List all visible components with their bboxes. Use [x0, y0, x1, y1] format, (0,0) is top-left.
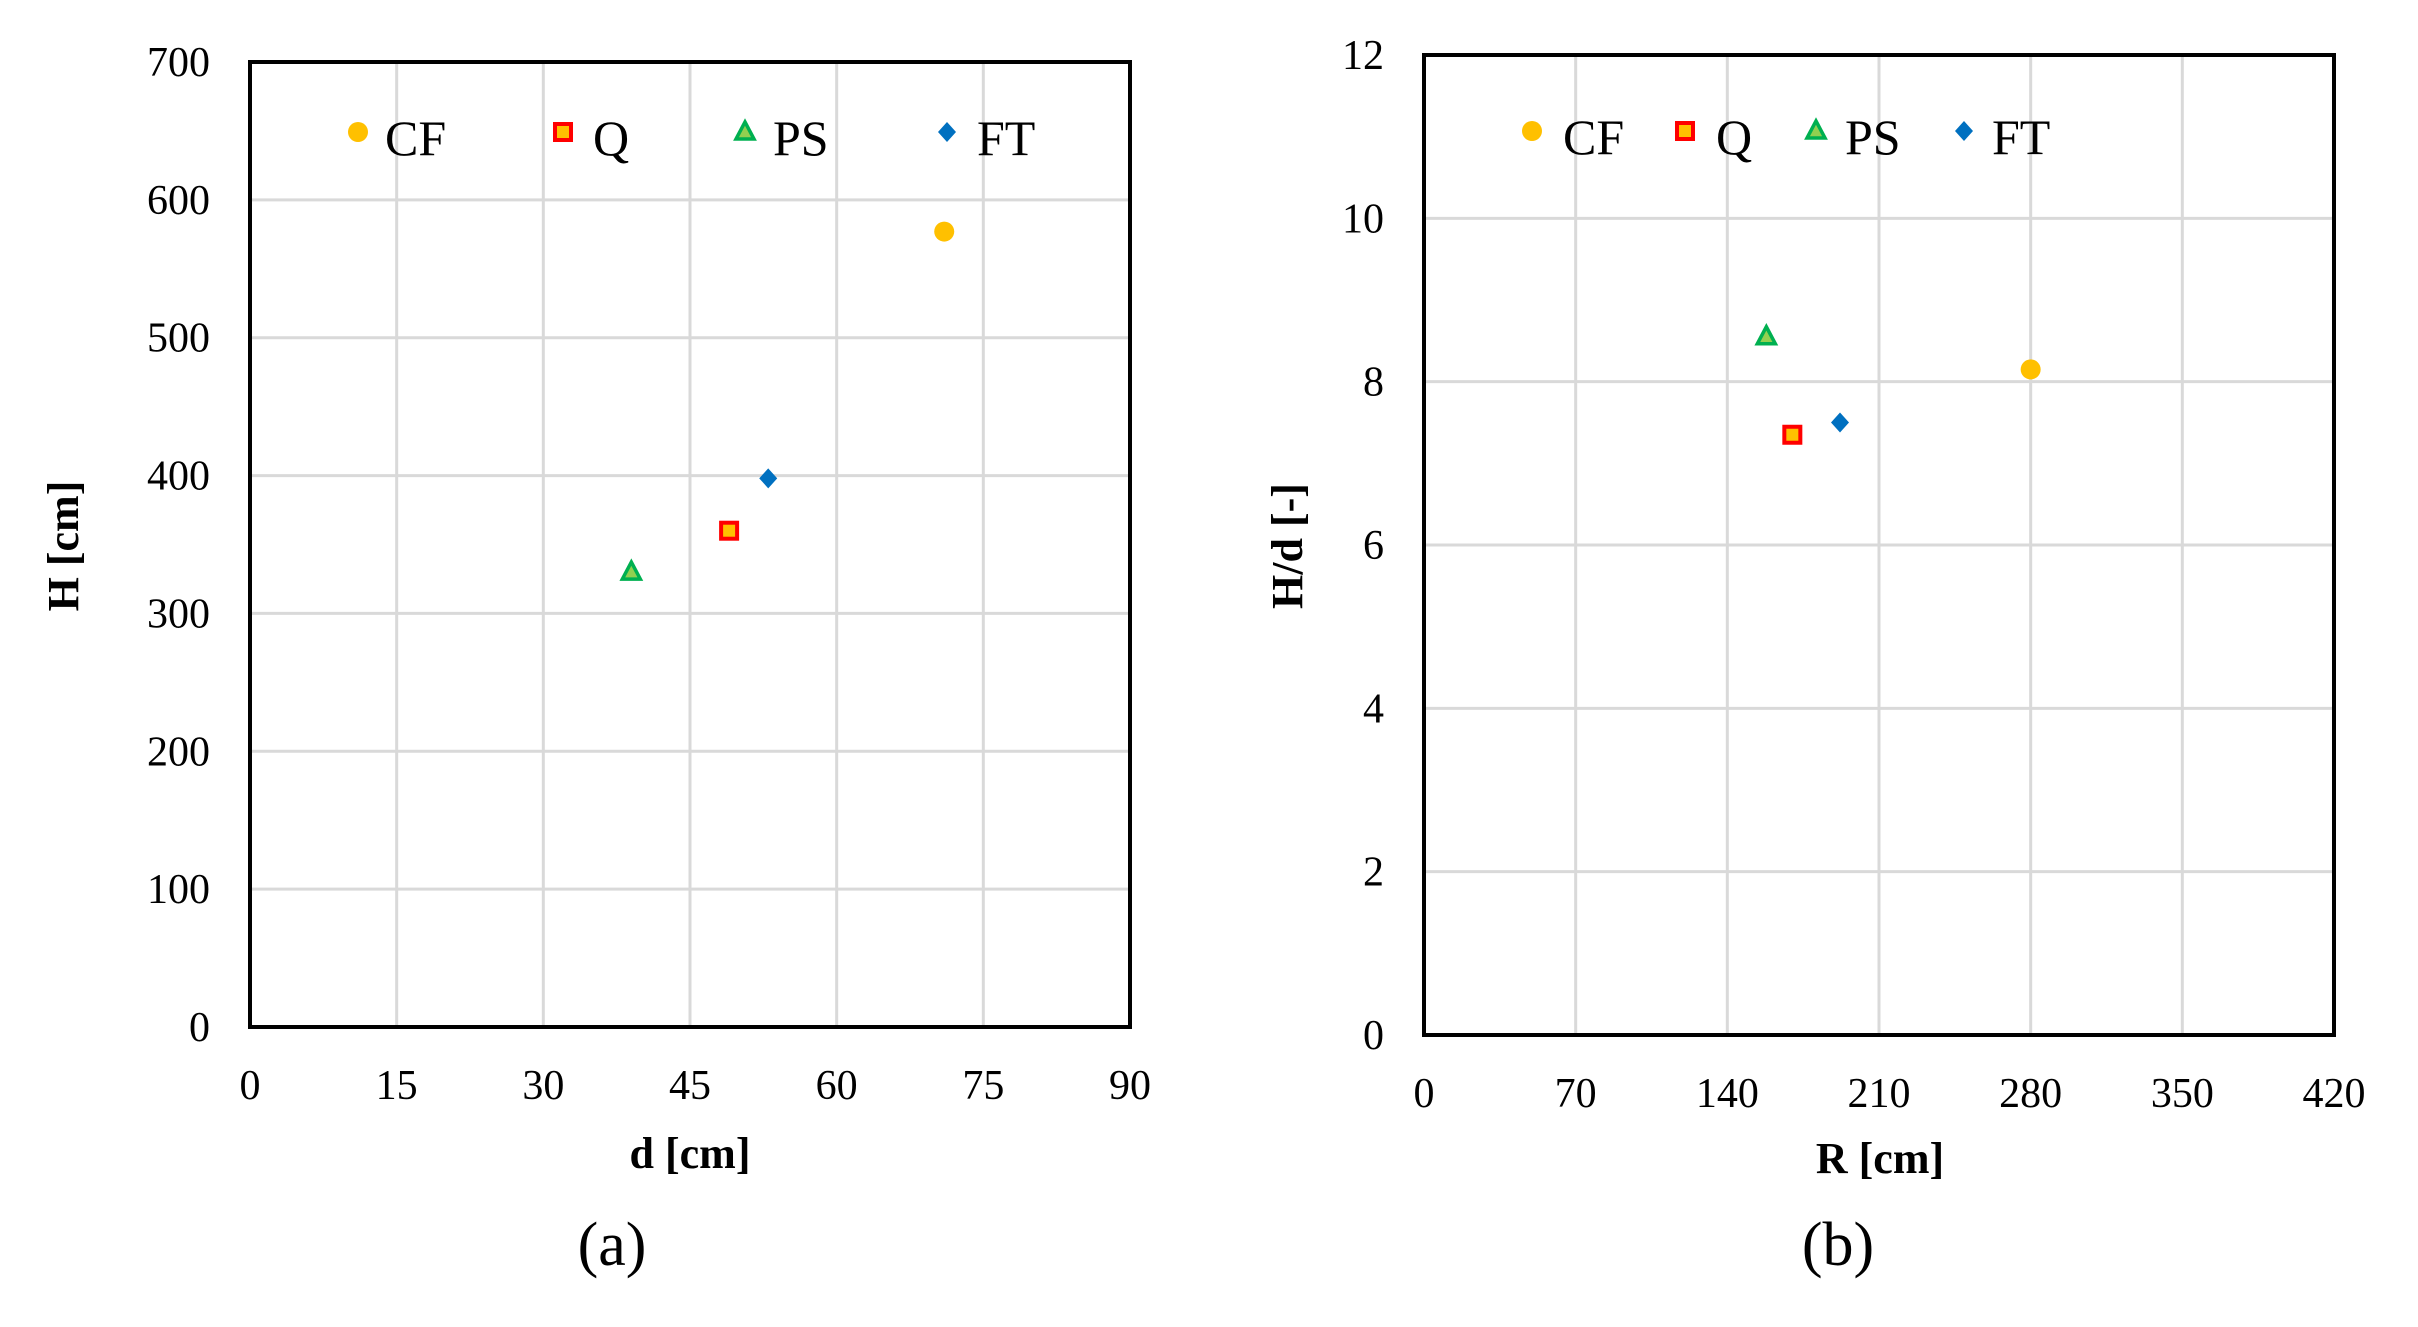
legend-marker-ps [1804, 117, 1828, 140]
x-tick-label: 70 [1555, 1071, 1597, 1117]
panel-label: (b) [1802, 1211, 1874, 1279]
y-tick-label: 10 [1342, 196, 1384, 242]
x-tick-label: 45 [669, 1063, 711, 1109]
y-tick-label: 600 [147, 178, 210, 224]
y-axis-label: H [cm] [39, 481, 88, 612]
y-tick-label: 200 [147, 729, 210, 775]
x-tick-label: 30 [522, 1063, 564, 1109]
y-tick-label: 0 [189, 1005, 210, 1051]
y-tick-label: 0 [1363, 1013, 1384, 1059]
x-tick-label: 350 [2151, 1071, 2214, 1117]
x-tick-label: 0 [240, 1063, 261, 1109]
legend-label-ft: FT [1992, 109, 2050, 165]
y-tick-label: 12 [1342, 33, 1384, 79]
data-point-cf [934, 221, 955, 242]
legend-marker-q [553, 122, 573, 142]
x-tick-label: 60 [816, 1063, 858, 1109]
y-tick-label: 6 [1363, 523, 1384, 569]
x-tick-label: 15 [376, 1063, 418, 1109]
x-tick-label: 0 [1414, 1071, 1435, 1117]
legend-marker-ps [733, 118, 757, 141]
y-tick-label: 400 [147, 454, 210, 500]
x-tick-label: 140 [1696, 1071, 1759, 1117]
data-point-q [719, 520, 740, 541]
y-tick-label: 2 [1363, 850, 1384, 896]
y-tick-label: 4 [1363, 686, 1384, 732]
legend-marker-ft [938, 122, 956, 142]
y-tick-label: 100 [147, 867, 210, 913]
x-tick-label: 90 [1109, 1063, 1151, 1109]
x-tick-label: 75 [962, 1063, 1004, 1109]
chart-panel-b: 0 70 140 210 280 350 420 0 2 4 6 8 10 12 CF Q PS FT R [cm]… [1263, 33, 2366, 1279]
legend: CF Q PS FT [1522, 109, 2050, 165]
legend-marker-q [1675, 121, 1695, 141]
legend-marker-cf [348, 122, 368, 142]
x-axis-label: R [cm] [1816, 1134, 1944, 1183]
plot-area [248, 60, 1132, 1029]
panel-label: (a) [578, 1211, 647, 1279]
data-point-ps [1754, 323, 1779, 346]
legend-label-cf: CF [385, 110, 446, 166]
x-tick-label: 420 [2303, 1071, 2366, 1117]
y-tick-label: 700 [147, 40, 210, 86]
y-tick-label: 8 [1363, 360, 1384, 406]
legend: CF Q PS FT [348, 110, 1035, 166]
plot-area [1422, 53, 2336, 1037]
y-tick-label: 300 [147, 591, 210, 637]
legend-label-q: Q [593, 110, 629, 166]
x-tick-label: 280 [1999, 1071, 2062, 1117]
legend-label-ft: FT [977, 110, 1035, 166]
data-point-ft [1831, 412, 1849, 433]
chart-panel-a: 0 15 30 45 60 75 90 0 100 200 300 400 500 600 700 CF Q PS… [39, 40, 1151, 1279]
legend-marker-cf [1522, 121, 1542, 141]
x-tick-label: 210 [1848, 1071, 1911, 1117]
legend-label-cf: CF [1563, 109, 1624, 165]
data-point-cf [2020, 359, 2041, 380]
x-axis-label: d [cm] [630, 1129, 751, 1178]
legend-label-ps: PS [773, 110, 829, 166]
y-tick-label: 500 [147, 316, 210, 362]
legend-marker-ft [1955, 121, 1973, 141]
data-point-ps [619, 558, 644, 581]
legend-label-ps: PS [1845, 109, 1901, 165]
data-point-q [1782, 424, 1803, 445]
y-axis-label: H/d [-] [1263, 483, 1312, 609]
data-point-ft [759, 468, 778, 489]
legend-label-q: Q [1716, 109, 1752, 165]
